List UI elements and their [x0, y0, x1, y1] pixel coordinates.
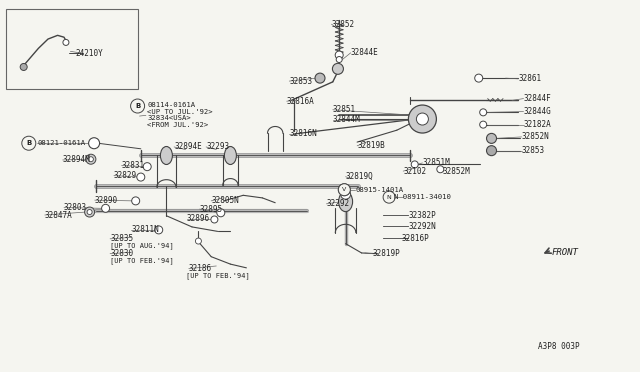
Circle shape	[87, 209, 92, 215]
Circle shape	[315, 73, 325, 83]
Text: 32816N: 32816N	[289, 129, 317, 138]
Circle shape	[486, 146, 497, 155]
Circle shape	[137, 173, 145, 181]
Text: 32292: 32292	[326, 199, 349, 208]
Circle shape	[20, 64, 27, 70]
Circle shape	[475, 74, 483, 82]
Text: 08121-0161A: 08121-0161A	[37, 140, 85, 146]
Circle shape	[480, 109, 486, 116]
Circle shape	[486, 134, 497, 143]
Circle shape	[22, 136, 36, 150]
Text: 32811N: 32811N	[131, 225, 159, 234]
Circle shape	[63, 39, 69, 45]
Text: 32890: 32890	[95, 196, 118, 205]
Circle shape	[340, 189, 351, 199]
Text: 32844E: 32844E	[351, 48, 378, 57]
Text: N 08911-34010: N 08911-34010	[394, 194, 451, 200]
Text: [UP TO FEB.'94]: [UP TO FEB.'94]	[110, 257, 174, 264]
Text: 32186: 32186	[189, 264, 212, 273]
Text: 32382P: 32382P	[408, 211, 436, 219]
Circle shape	[480, 121, 486, 128]
Circle shape	[88, 157, 93, 162]
Text: FRONT: FRONT	[552, 248, 579, 257]
Text: 32292N: 32292N	[408, 222, 436, 231]
Circle shape	[143, 163, 151, 171]
Text: A3P8 003P: A3P8 003P	[538, 342, 579, 351]
Circle shape	[408, 105, 436, 133]
Circle shape	[339, 184, 350, 196]
Text: 32852N: 32852N	[522, 132, 549, 141]
Text: 32852M: 32852M	[443, 167, 470, 176]
Text: 32844M: 32844M	[333, 115, 360, 124]
Text: 24210Y: 24210Y	[76, 49, 103, 58]
Text: 32894E: 32894E	[174, 142, 202, 151]
Text: 32835: 32835	[110, 234, 133, 243]
Ellipse shape	[225, 147, 236, 164]
Circle shape	[339, 184, 350, 196]
Text: <UP TO JUL.'92>: <UP TO JUL.'92>	[147, 109, 213, 115]
Ellipse shape	[339, 192, 353, 212]
Text: 32851: 32851	[333, 105, 356, 114]
Circle shape	[412, 161, 418, 168]
Circle shape	[335, 51, 343, 59]
Text: 32894M: 32894M	[63, 155, 90, 164]
Circle shape	[132, 197, 140, 205]
Text: 32861: 32861	[518, 74, 541, 83]
Bar	[6, 9, 138, 89]
Text: V: V	[342, 187, 346, 192]
Text: 32102: 32102	[403, 167, 426, 176]
Text: 32853: 32853	[289, 77, 312, 86]
Circle shape	[417, 113, 428, 125]
Circle shape	[88, 138, 100, 149]
Text: 32896: 32896	[187, 214, 210, 223]
Text: 32852: 32852	[332, 20, 355, 29]
Text: <FROM JUL.'92>: <FROM JUL.'92>	[147, 122, 209, 128]
Text: 32895: 32895	[200, 205, 223, 214]
Circle shape	[217, 209, 225, 217]
Ellipse shape	[161, 147, 172, 164]
Text: 32829: 32829	[114, 171, 137, 180]
Text: V: V	[342, 187, 346, 192]
Circle shape	[336, 57, 342, 62]
Text: N: N	[387, 195, 392, 200]
Text: [UP TO FEB.'94]: [UP TO FEB.'94]	[186, 272, 250, 279]
Text: 32851M: 32851M	[422, 158, 450, 167]
Text: 32844G: 32844G	[524, 107, 551, 116]
Text: 32293: 32293	[206, 142, 229, 151]
Text: 32819B: 32819B	[357, 141, 385, 150]
Circle shape	[195, 238, 202, 244]
Text: B: B	[135, 103, 140, 109]
Text: 32803: 32803	[64, 203, 87, 212]
Text: 08114-0161A: 08114-0161A	[147, 102, 195, 108]
Circle shape	[84, 207, 95, 217]
Text: 32834<USA>: 32834<USA>	[147, 115, 191, 121]
Circle shape	[383, 191, 395, 203]
Circle shape	[155, 226, 163, 234]
Text: 32816A: 32816A	[287, 97, 314, 106]
Text: 08915-1401A: 08915-1401A	[355, 187, 403, 193]
Text: 32805N: 32805N	[211, 196, 239, 205]
Circle shape	[437, 166, 444, 173]
Text: 32816P: 32816P	[402, 234, 429, 243]
Text: 32847A: 32847A	[45, 211, 72, 219]
Text: B: B	[26, 140, 31, 146]
Circle shape	[211, 216, 218, 223]
Text: 32819Q: 32819Q	[346, 172, 373, 181]
Text: 32844F: 32844F	[524, 94, 551, 103]
Text: 32830: 32830	[110, 249, 133, 258]
Text: 32182A: 32182A	[524, 120, 551, 129]
Circle shape	[131, 99, 145, 113]
Circle shape	[332, 63, 344, 74]
Text: 32853: 32853	[522, 146, 545, 155]
Circle shape	[86, 154, 96, 164]
Text: [UP TO AUG.'94]: [UP TO AUG.'94]	[110, 242, 174, 249]
Text: 32819P: 32819P	[372, 249, 400, 258]
Circle shape	[102, 204, 109, 212]
Text: 32831: 32831	[122, 161, 145, 170]
